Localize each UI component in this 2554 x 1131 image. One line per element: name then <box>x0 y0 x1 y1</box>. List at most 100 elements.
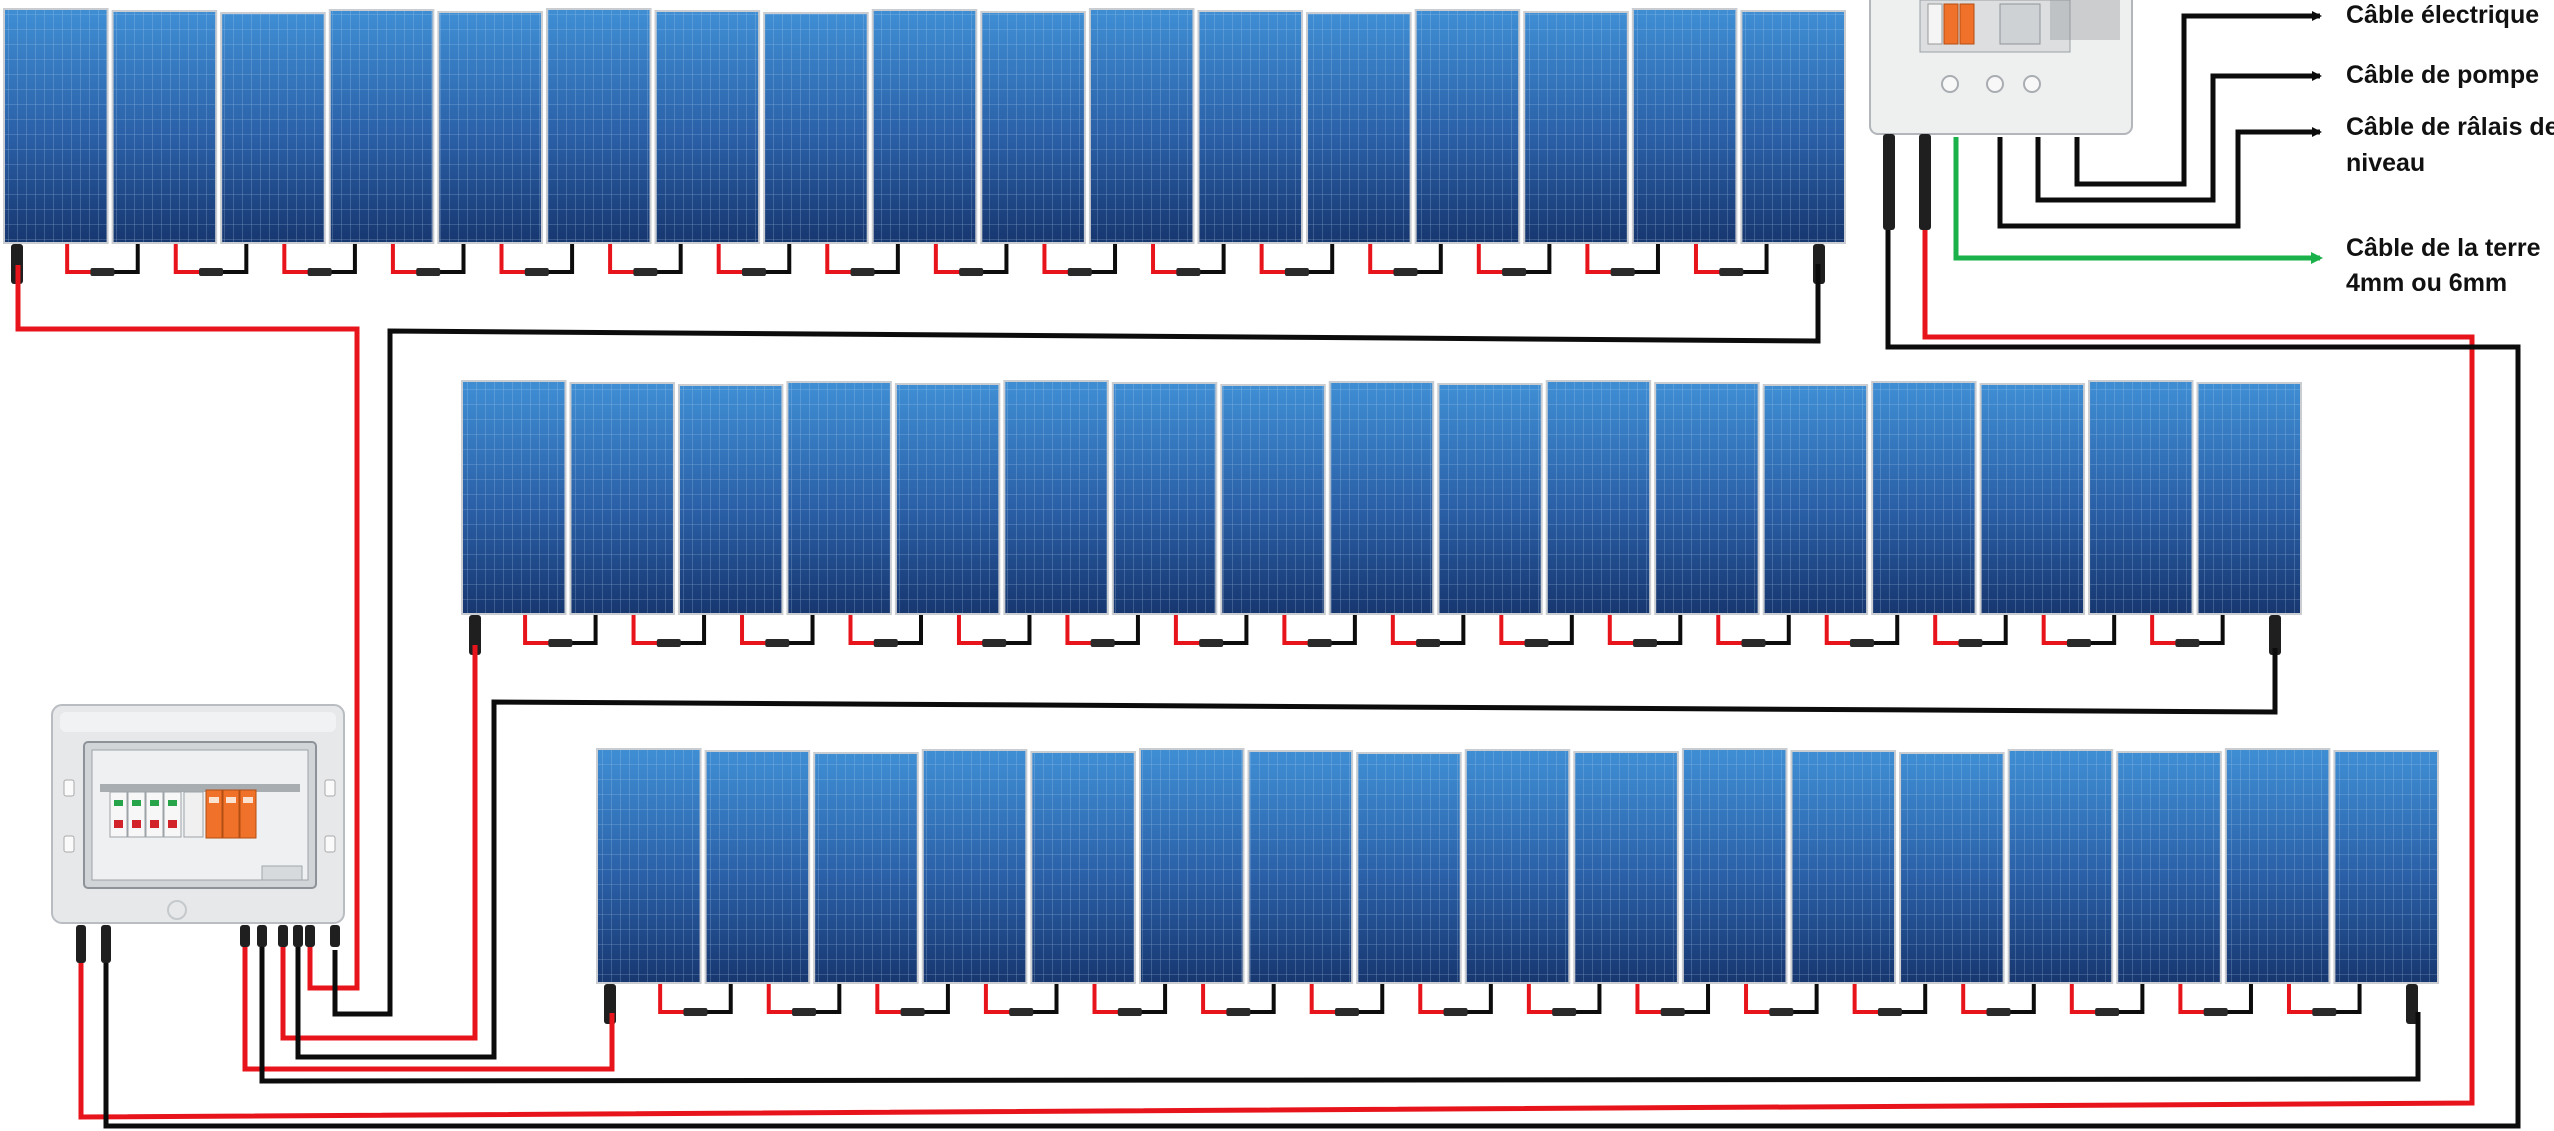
panel-jumper <box>1607 615 1683 647</box>
panel-jumper <box>2150 615 2225 647</box>
panel-jumper <box>1309 984 1385 1016</box>
panel-jumper <box>1042 244 1118 276</box>
panel-jumper <box>983 984 1059 1016</box>
solar-panel <box>1681 748 1788 984</box>
solar-panel <box>2088 380 2194 615</box>
string-2-panels <box>461 380 2302 615</box>
solar-panel <box>220 12 326 244</box>
string-1-panels <box>3 8 1846 244</box>
panel-jumper <box>1961 984 2036 1016</box>
string-2-negative-cable <box>295 648 2278 1060</box>
panel-jumper <box>1824 615 1900 647</box>
panel-jumper <box>1065 615 1140 647</box>
panel-jumper <box>608 244 683 276</box>
panel-jumper <box>2178 984 2253 1016</box>
solar-panel <box>2224 748 2331 984</box>
solar-panel <box>1003 380 1109 615</box>
solar-panel <box>677 384 784 615</box>
panel-jumper <box>1390 615 1466 647</box>
panel-jumper <box>1476 244 1552 276</box>
panel-jumper <box>875 984 950 1016</box>
panel-jumper <box>1716 615 1791 647</box>
level-relay-cable-label-line2: niveau <box>2346 149 2426 177</box>
solar-panel <box>1356 752 1462 984</box>
panel-jumper <box>1693 244 1769 276</box>
string-3-jumpers <box>658 984 2362 1016</box>
solar-panel <box>921 749 1028 984</box>
panel-jumper <box>1173 615 1249 647</box>
combiner-mc4-connectors <box>76 925 340 963</box>
earth-cable-line <box>1953 137 2323 264</box>
solar-panel <box>1088 8 1195 244</box>
panel-jumper <box>2041 615 2117 647</box>
solar-panel <box>1523 11 1629 244</box>
solar-panel <box>1740 10 1846 244</box>
panel-jumper <box>1201 984 1276 1016</box>
panel-jumper <box>740 615 815 647</box>
solar-panel <box>1871 381 1977 615</box>
panel-interconnect-jumpers <box>11 244 2418 1024</box>
solar-panel <box>461 380 567 615</box>
main-cables <box>15 210 2521 1129</box>
string-1-negative-cable <box>332 264 1821 1017</box>
solar-panel <box>111 10 218 244</box>
level-relay-cable-label: Câble de râlais de <box>2346 113 2554 141</box>
solar-panel <box>1111 382 1218 615</box>
solar-panel <box>1790 750 1897 984</box>
solar-panel <box>786 381 892 615</box>
panel-jumper <box>499 244 575 276</box>
surge-protector <box>205 789 257 839</box>
string-2-positive-cable <box>280 645 478 1041</box>
solar-panel <box>1414 9 1521 244</box>
solar-panel <box>1220 384 1326 615</box>
string-3-positive-cable <box>242 944 615 1072</box>
panel-jumper <box>766 984 842 1016</box>
solar-panel <box>1437 383 1543 615</box>
string-2-end-connectors <box>469 615 2281 655</box>
solar-panel <box>1464 749 1571 984</box>
solar-panel <box>1545 380 1652 615</box>
panel-jumper <box>2286 984 2362 1016</box>
string-1-jumpers <box>65 244 1769 276</box>
solar-panel <box>1654 382 1760 615</box>
solar-panel <box>328 9 435 244</box>
solar-panel <box>1247 750 1354 984</box>
controller-output-cables <box>1953 11 2323 264</box>
earth-cable-label: Câble de la terre <box>2346 234 2541 262</box>
panel-jumper <box>1635 984 1711 1016</box>
panel-jumper <box>825 244 900 276</box>
solar-panel <box>1197 10 1304 244</box>
level-relay-cable-line <box>1997 127 2322 229</box>
panel-jumper <box>1259 244 1335 276</box>
panel-jumper <box>1418 984 1493 1016</box>
panel-jumper <box>282 244 357 276</box>
pump-cable-label: Câble de pompe <box>2346 61 2540 89</box>
pump-cable-line <box>2035 71 2322 203</box>
solar-panel <box>2196 382 2302 615</box>
solar-panel <box>3 8 109 244</box>
string-1-positive-cable <box>15 265 360 991</box>
output-negative-cable <box>103 210 2521 1129</box>
string-3-panels <box>596 748 2439 984</box>
panel-jumper <box>631 615 707 647</box>
solar-panel <box>1328 381 1435 615</box>
solar-panel <box>2333 750 2439 984</box>
solar-panel <box>813 752 919 984</box>
panel-jumper <box>173 244 249 276</box>
solar-panel <box>596 748 702 984</box>
solar-panel <box>894 383 1001 615</box>
panel-jumper <box>1526 984 1602 1016</box>
panel-jumper <box>1852 984 1928 1016</box>
solar-panel <box>2116 751 2222 984</box>
panel-jumper <box>1499 615 1574 647</box>
solar-panel <box>704 750 811 984</box>
solar-panel <box>1306 12 1412 244</box>
panel-jumper <box>956 615 1032 647</box>
solar-panel <box>2007 749 2114 984</box>
solar-panel <box>1138 748 1245 984</box>
solar-panel <box>1762 384 1869 615</box>
solar-panel <box>1030 751 1136 984</box>
panel-jumper <box>1368 244 1443 276</box>
solar-panel <box>980 11 1086 244</box>
